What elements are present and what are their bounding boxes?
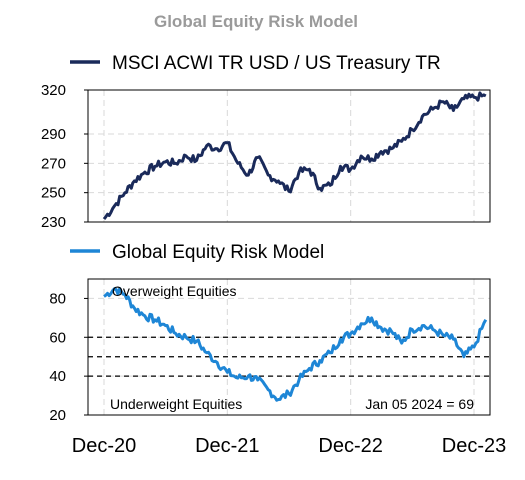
x-axis-ticks: Dec-20 Dec-21 Dec-22 Dec-23 xyxy=(72,435,506,457)
x-tick-2: Dec-22 xyxy=(318,435,382,457)
legend-label-model: Global Equity Risk Model xyxy=(112,242,324,263)
bottom-y-tick-60: 60 xyxy=(49,329,66,346)
bottom-y-tick-20: 20 xyxy=(49,407,66,424)
chart-title: Global Equity Risk Model xyxy=(154,12,358,31)
bottom-panel-y-ticks: 20 40 60 80 xyxy=(49,290,88,424)
x-tick-1: Dec-21 xyxy=(195,435,259,457)
annotation-underweight: Underweight Equities xyxy=(110,396,242,412)
top-y-tick-270: 270 xyxy=(41,155,66,172)
top-y-tick-290: 290 xyxy=(41,126,66,143)
x-tick-3: Dec-23 xyxy=(442,435,506,457)
x-tick-0: Dec-20 xyxy=(72,435,136,457)
top-y-tick-320: 320 xyxy=(41,82,66,99)
bottom-panel-thresholds xyxy=(88,336,490,377)
model-series-line xyxy=(103,287,488,402)
bottom-y-tick-80: 80 xyxy=(49,290,66,307)
top-panel-frame xyxy=(87,89,491,223)
bottom-panel-frame xyxy=(87,278,491,416)
top-panel-y-ticks: 230 250 270 290 320 xyxy=(41,82,88,231)
index-series-line xyxy=(102,91,487,221)
bottom-y-tick-40: 40 xyxy=(49,368,66,385)
annotation-overweight: Overweight Equities xyxy=(112,283,237,299)
annotation-latest-value: Jan 05 2024 = 69 xyxy=(365,396,474,412)
top-y-tick-230: 230 xyxy=(41,214,66,231)
legend-label-index: MSCI ACWI TR USD / US Treasury TR xyxy=(112,53,441,74)
top-y-tick-250: 250 xyxy=(41,185,66,202)
